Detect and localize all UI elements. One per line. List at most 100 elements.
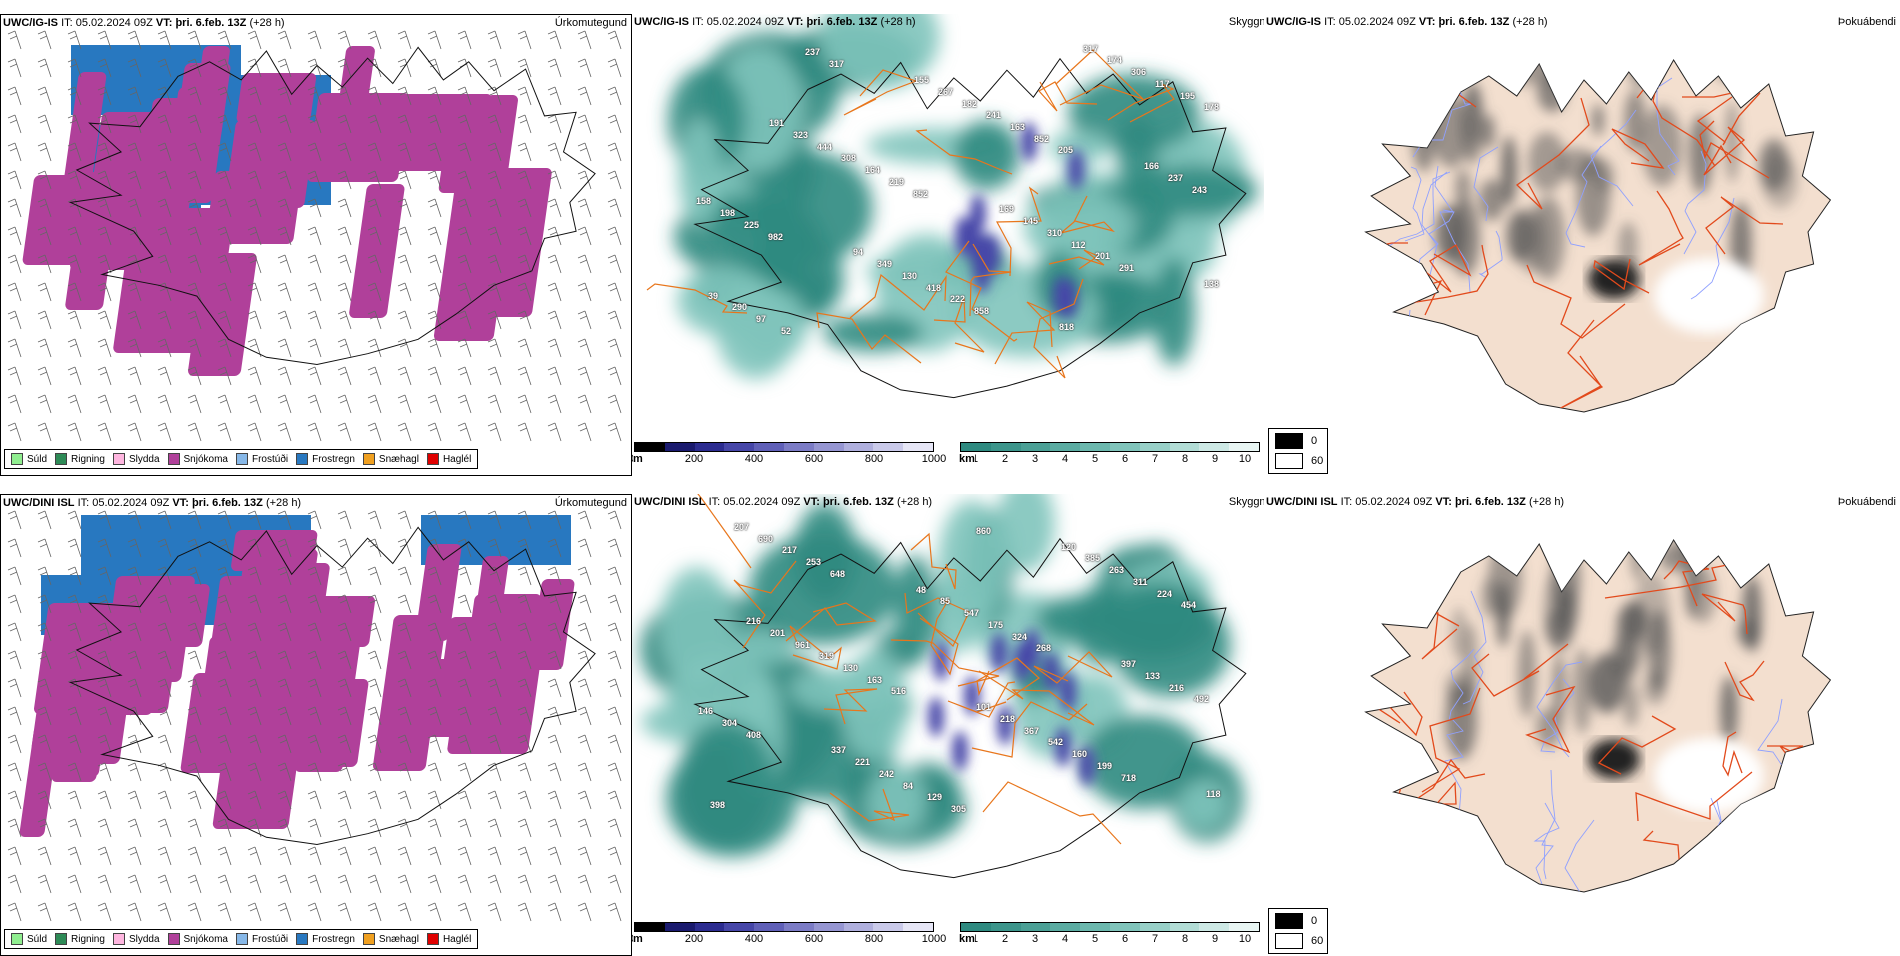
cloud-base-label: 242 [879,769,895,779]
fog-swatch [1275,433,1303,449]
legend-label: Rigning [71,453,105,465]
colorbar-tick: 4 [1061,933,1069,945]
cloud-base-label: 117 [1155,79,1170,89]
colorbar-tick: 800 [864,933,884,945]
cloud-base-label: 155 [914,75,930,85]
panel-title: Skyggni [1228,496,1264,508]
cloud-base-label: 163 [867,675,883,685]
colorbar-step [664,923,695,931]
cloud-base-label: 317 [1083,44,1099,54]
it-label: IT: [692,16,704,28]
legend-label: Súld [27,453,48,465]
colorbar-step [903,923,933,931]
colorbar-tick: 4 [1061,453,1069,465]
fog-legend: 0 60 [1268,428,1328,474]
visibility-colorbar: 1 2 3 4 5 6 7 8 9 10 km [959,442,1260,468]
precip-legend: Súld Rigning Slydda Snjókoma Frostúði Frostre… [4,449,479,469]
lead-time: (+28 h) [265,497,302,509]
lead-time: (+28 h) [1512,16,1548,28]
colorbar-step [1050,923,1081,931]
panel-title: Úrkomutegund [554,17,627,29]
colorbar-tick: 6 [1121,933,1129,945]
panel-header: UWC/DINI ISL IT: 05.02.2024 09Z VT: þri.… [1266,496,1564,508]
colorbar-tick: 1 [971,453,979,465]
colorbar-step [873,443,904,451]
colorbar-tick: 7 [1151,933,1159,945]
colorbar-step [990,443,1021,451]
legend-item: Haglél [426,453,471,465]
cloud-base-label: 133 [1145,671,1161,681]
fog-swatch [1275,453,1303,469]
fog-legend-item: 0 [1275,433,1317,449]
init-time: 05.02.2024 09Z [92,497,170,509]
cloud-base-label: 243 [1192,185,1208,195]
colorbar-tick: 3 [1031,453,1039,465]
legend-swatch [55,933,68,945]
panel-title: Þokuábendi [1837,16,1896,28]
cloud-base-label: 146 [698,706,714,716]
legend-label: Haglél [442,933,472,945]
init-time: 05.02.2024 09Z [706,16,784,28]
precip-type-panel: UWC/IG-IS IT: 05.02.2024 09Z VT: þri. 6.… [0,14,632,476]
it-label: IT: [77,497,90,509]
fog-legend-item: 60 [1275,453,1323,469]
legend-item: Snjókoma [167,933,228,945]
cloud-base-label: 324 [1012,632,1028,642]
init-time: 05.02.2024 09Z [75,17,153,29]
legend-item: Snjókoma [167,453,228,465]
cloud-base-label: 219 [889,177,905,187]
colorbar-step [1109,923,1140,931]
legend-label: Frostregn [312,453,355,465]
legend-item: Rigning [55,933,105,945]
colorbar-step [783,443,814,451]
cloud-base-label: 130 [902,271,918,281]
colorbar-tick: 6 [1121,453,1129,465]
cloud-base-label: 182 [962,99,978,109]
fog-legend: 0 60 [1268,908,1328,954]
fog-indicator-panel: UWC/IG-IS IT: 05.02.2024 09Z VT: þri. 6.… [1264,14,1900,476]
panel-header: UWC/IG-IS IT: 05.02.2024 09Z VT: þri. 6.… [1266,16,1548,28]
cloud-base-label: 349 [877,259,893,269]
legend-label: Frostúði [251,453,289,465]
cloud-base-label: 263 [1109,565,1125,575]
colorbar-step [1199,443,1230,451]
model-name: UWC/DINI ISL [3,497,75,509]
legend-item: Haglél [426,933,472,945]
cloud-base-label: 858 [974,306,990,316]
model-name: UWC/IG-IS [1266,16,1321,28]
cloud-base-label: 178 [1204,102,1220,112]
legend-item: Snæhagl [362,453,419,465]
colorbar-step [990,923,1021,931]
cloud-base-label: 138 [1204,279,1220,289]
colorbar-tick: 400 [744,933,764,945]
colorbar-step [843,443,874,451]
colorbar-step [1020,443,1051,451]
panel-header: UWC/DINI ISL IT: 05.02.2024 09Z VT: þri.… [634,496,932,508]
cloud-base-label: 408 [746,730,762,740]
colorbar-step [1080,443,1110,451]
cloud-base-label: 290 [732,302,748,312]
cloud-base-label: 319 [819,651,835,661]
legend-swatch [362,453,375,465]
valid-time: þri. 6.feb. 13Z [822,496,894,508]
colorbar-tick: 400 [744,453,764,465]
fog-legend-item: 0 [1275,913,1317,929]
colorbar-step [873,923,904,931]
cloud-base-label: 221 [855,757,871,767]
legend-swatch [167,453,180,465]
precip-map [7,510,622,922]
colorbar-tick: 800 [864,453,884,465]
colorbar-step [1199,923,1230,931]
legend-item: Rigning [55,453,105,465]
cloud-base-label: 118 [1206,789,1221,799]
vt-label: VT: [1418,16,1436,28]
lead-time: (+28 h) [896,496,933,508]
model-name: UWC/IG-IS [634,16,689,28]
cloud-base-label: 961 [795,640,811,650]
legend-label: Snæhagl [378,933,419,945]
cloud-base-label: 323 [793,130,809,140]
colorbar-tick: 1000 [921,453,947,465]
cloud-base-label: 818 [1059,322,1075,332]
fog-map [1364,539,1832,893]
cloud-base-label: 291 [1119,263,1135,273]
